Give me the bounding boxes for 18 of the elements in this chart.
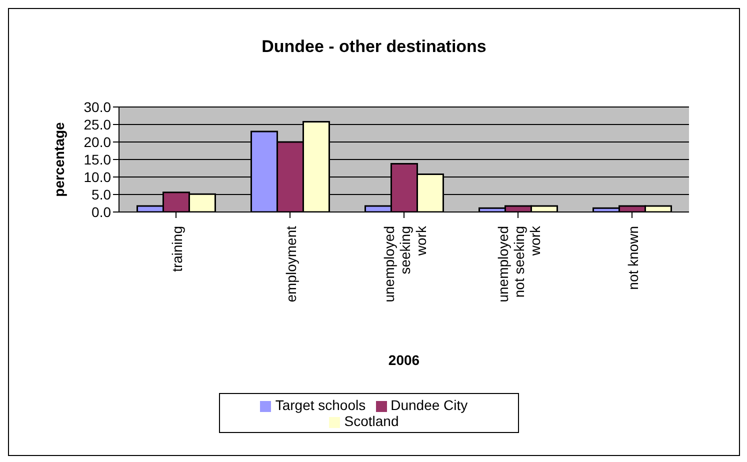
- y-tick-label: 30.0: [84, 98, 112, 115]
- x-tick-label: unemployed not seeking work: [495, 225, 543, 302]
- x-tick-label: unemployed seeking work: [381, 225, 429, 302]
- y-tick-label: 5.0: [92, 186, 112, 202]
- x-tick-label: employment: [283, 226, 299, 302]
- legend-label: Dundee City: [390, 397, 468, 413]
- x-axis-title: 2006: [388, 352, 420, 368]
- legend-label: Target schools: [275, 397, 366, 413]
- y-tick-label: 20.0: [84, 134, 112, 150]
- y-tick-label: 10.0: [84, 168, 112, 185]
- y-tick-label: 15.0: [84, 151, 112, 168]
- chart-title: Dundee - other destinations: [260, 37, 488, 57]
- y-axis-title: percentage: [50, 122, 67, 197]
- x-tick-label: training: [169, 226, 185, 272]
- x-tick-label: not known: [625, 226, 641, 290]
- y-tick-label: 0.0: [92, 204, 112, 220]
- legend-label: Scotland: [344, 413, 399, 429]
- y-tick-label: 25.0: [84, 116, 112, 132]
